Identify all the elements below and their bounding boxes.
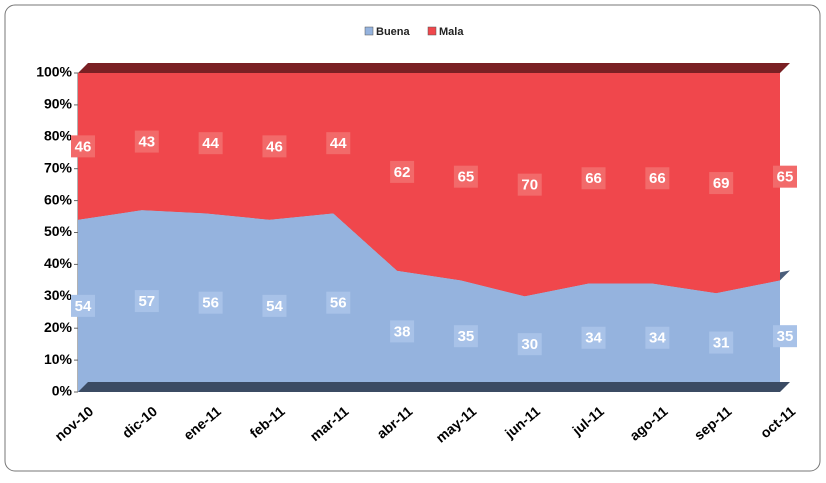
data-label: 54 xyxy=(266,298,283,315)
data-label-bg xyxy=(453,165,478,188)
area xyxy=(78,73,780,297)
data-label-bg xyxy=(134,290,159,313)
data-label-bg xyxy=(71,294,95,317)
y-tick-label: 90% xyxy=(44,96,73,112)
data-label: 44 xyxy=(330,135,347,152)
data-label-bg xyxy=(773,165,797,188)
data-label-bg xyxy=(326,132,351,155)
y-tick-label: 30% xyxy=(44,287,73,303)
y-tick-label: 0% xyxy=(52,383,73,399)
data-label: 35 xyxy=(458,328,475,345)
data-label-bg xyxy=(390,320,415,343)
data-label-bg xyxy=(71,135,95,158)
data-label-bg xyxy=(390,160,415,183)
data-label-bg xyxy=(645,167,670,190)
data-label: 54 xyxy=(75,298,92,315)
data-label: 44 xyxy=(202,135,219,152)
legend-label: Mala xyxy=(439,26,464,38)
data-label: 57 xyxy=(138,293,155,310)
y-tick-label: 50% xyxy=(44,223,73,239)
data-label-bg xyxy=(773,325,797,348)
data-label: 70 xyxy=(521,177,538,194)
data-label: 46 xyxy=(75,138,92,155)
data-label: 34 xyxy=(649,330,666,347)
data-label-bg xyxy=(517,173,542,196)
data-label-bg xyxy=(645,326,670,349)
y-tick-label: 80% xyxy=(44,128,73,144)
data-label-bg xyxy=(709,172,734,195)
data-label-bg xyxy=(134,130,159,153)
data-label: 35 xyxy=(777,328,794,345)
data-label-bg xyxy=(262,294,287,317)
data-label: 65 xyxy=(458,169,475,186)
data-label: 30 xyxy=(521,336,538,353)
data-label: 31 xyxy=(713,335,730,352)
data-label-bg xyxy=(709,331,734,354)
data-label-bg xyxy=(326,291,351,314)
data-label-bg xyxy=(517,333,542,356)
data-label: 65 xyxy=(777,169,794,186)
data-label-bg xyxy=(262,135,287,158)
data-label: 56 xyxy=(202,295,219,312)
data-label: 62 xyxy=(394,164,411,181)
floor xyxy=(78,382,790,392)
legend-label: Buena xyxy=(376,26,411,38)
data-label: 34 xyxy=(585,330,602,347)
y-tick-label: 20% xyxy=(44,319,73,335)
data-label: 46 xyxy=(266,138,283,155)
data-label-bg xyxy=(198,132,223,155)
data-label-bg xyxy=(581,167,606,190)
data-label: 43 xyxy=(138,134,155,151)
y-tick-label: 40% xyxy=(44,255,73,271)
data-label: 38 xyxy=(394,323,411,340)
data-label: 56 xyxy=(330,295,347,312)
y-tick-label: 70% xyxy=(44,159,73,175)
data-label-bg xyxy=(198,291,223,314)
data-label-bg xyxy=(581,326,606,349)
data-label: 66 xyxy=(585,170,602,187)
legend-swatch xyxy=(427,26,437,36)
legend-swatch xyxy=(364,26,374,36)
y-tick-label: 10% xyxy=(44,351,73,367)
data-label: 69 xyxy=(713,175,730,192)
y-tick-label: 60% xyxy=(44,191,73,207)
data-label: 66 xyxy=(649,170,666,187)
data-label-bg xyxy=(453,325,478,348)
area-depth xyxy=(78,63,790,73)
y-tick-label: 100% xyxy=(36,64,72,80)
